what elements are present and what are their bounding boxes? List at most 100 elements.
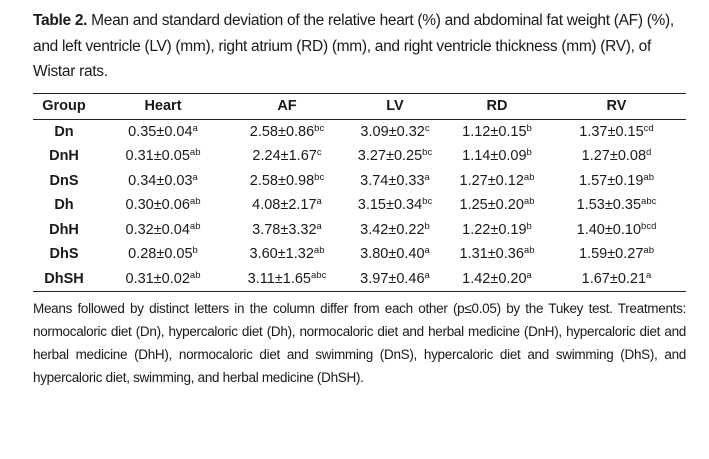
mean-sd: 3.97±0.46 [360,270,425,287]
group-cell: DhSH [44,270,84,287]
mean-sd: 0.34±0.03 [128,172,193,189]
value-cell: 3.80±0.40a [343,242,447,267]
group-cell: Dn [54,123,74,140]
column-header: RV [606,98,627,114]
mean-sd: 3.60±1.32 [249,246,314,263]
mean-sd: 1.27±0.08 [581,148,647,165]
significance-letters: ab [189,196,201,208]
value-cell: 3.97±0.46a [343,267,447,292]
significance-letters: b [526,220,532,232]
data-table: Group Heart AF LV RD RV Dn 0.35±0.04a 2.58±0.86… [33,93,686,293]
table-row: DhS 0.28±0.05b 3.60±1.32ab 3.80±0.40a 1.31±0… [33,242,686,267]
significance-letters: ab [189,147,201,159]
mean-sd: 0.31±0.05 [125,148,190,165]
value-cell: 3.42±0.22b [343,218,447,243]
mean-sd: 0.32±0.04 [125,221,190,238]
significance-letters: a [316,196,322,208]
value-cell: 3.60±1.32ab [231,242,343,267]
mean-sd: 3.11±1.65 [247,270,311,287]
mean-sd: 3.42±0.22 [360,221,425,238]
significance-letters: a [192,122,198,134]
mean-sd: 3.27±0.25 [357,148,423,165]
significance-letters: ab [643,245,654,257]
significance-letters: ab [523,245,535,257]
value-cell: 0.35±0.04a [95,119,231,144]
caption-text: Mean and standard deviation of the relat… [33,12,674,80]
value-cell: 1.27±0.12ab [447,169,547,194]
value-cell: 1.42±0.20a [447,267,547,292]
value-cell: 0.31±0.05ab [95,144,231,169]
value-cell: 1.37±0.15cd [547,119,686,144]
value-cell: 1.22±0.19b [447,218,547,243]
significance-letters: bcd [641,220,657,232]
value-cell: 0.31±0.02ab [95,267,231,292]
significance-letters: b [192,245,198,257]
mean-sd: 3.74±0.33 [360,172,425,189]
mean-sd: 1.25±0.20 [459,197,524,214]
column-header: LV [386,98,404,114]
mean-sd: 1.22±0.19 [462,221,527,238]
value-cell: 2.24±1.67c [231,144,343,169]
value-cell: 2.58±0.98bc [231,169,343,194]
mean-sd: 0.30±0.06 [125,197,190,214]
group-cell: DhH [49,221,79,238]
significance-letters: b [526,122,532,134]
value-cell: 1.14±0.09b [447,144,547,169]
mean-sd: 1.59±0.27 [579,246,644,263]
significance-letters: b [424,220,430,232]
significance-letters: bc [314,171,325,183]
significance-letters: d [646,147,652,159]
mean-sd: 2.58±0.86 [249,123,315,140]
column-header: RD [486,98,508,114]
mean-sd: 1.37±0.15 [579,123,644,140]
mean-sd: 3.15±0.34 [357,197,423,214]
significance-letters: bc [422,196,433,208]
value-cell: 3.11±1.65abc [231,267,343,292]
significance-letters: b [526,147,532,159]
significance-letters: a [646,269,652,281]
mean-sd: 1.67±0.21 [581,270,647,287]
value-cell: 1.59±0.27ab [547,242,686,267]
value-cell: 0.32±0.04ab [95,218,231,243]
value-cell: 1.12±0.15b [447,119,547,144]
value-cell: 0.34±0.03a [95,169,231,194]
mean-sd: 3.80±0.40 [360,246,425,263]
value-cell: 1.31±0.36ab [447,242,547,267]
significance-letters: a [424,171,430,183]
value-cell: 1.67±0.21a [547,267,686,292]
significance-letters: ab [189,269,201,281]
value-cell: 1.25±0.20ab [447,193,547,218]
value-cell: 0.30±0.06ab [95,193,231,218]
significance-letters: abc [311,269,327,281]
significance-letters: cd [643,122,654,134]
significance-letters: bc [314,122,325,134]
mean-sd: 1.42±0.20 [462,270,527,287]
value-cell: 1.57±0.19ab [547,169,686,194]
significance-letters: a [424,245,430,257]
value-cell: 3.78±3.32a [231,218,343,243]
table-row: DnS 0.34±0.03a 2.58±0.98bc 3.74±0.33a 1.27±0… [33,169,686,194]
mean-sd: 1.12±0.15 [462,123,527,140]
significance-letters: ab [189,220,201,232]
mean-sd: 1.14±0.09 [462,148,527,165]
column-header: Heart [144,98,182,114]
mean-sd: 3.09±0.32 [360,123,425,140]
value-cell: 3.27±0.25bc [343,144,447,169]
value-cell: 4.08±2.17a [231,193,343,218]
significance-letters: bc [422,147,433,159]
group-cell: DhS [49,246,79,263]
mean-sd: 2.58±0.98 [249,172,315,189]
significance-letters: a [526,269,532,281]
caption-label: Table 2. [33,12,88,29]
significance-letters: c [424,122,430,134]
value-cell: 3.74±0.33a [343,169,447,194]
value-cell: 1.27±0.08d [547,144,686,169]
significance-letters: a [424,269,430,281]
table-footnote: Means followed by distinct letters in th… [33,301,686,385]
mean-sd: 1.53±0.35 [576,197,642,214]
group-cell: Dh [54,197,74,214]
mean-sd: 0.35±0.04 [128,123,193,140]
significance-letters: ab [313,245,325,257]
table-row: DhSH 0.31±0.02ab 3.11±1.65abc 3.97±0.46a 1.4… [33,267,686,292]
mean-sd: 0.31±0.02 [125,270,190,287]
